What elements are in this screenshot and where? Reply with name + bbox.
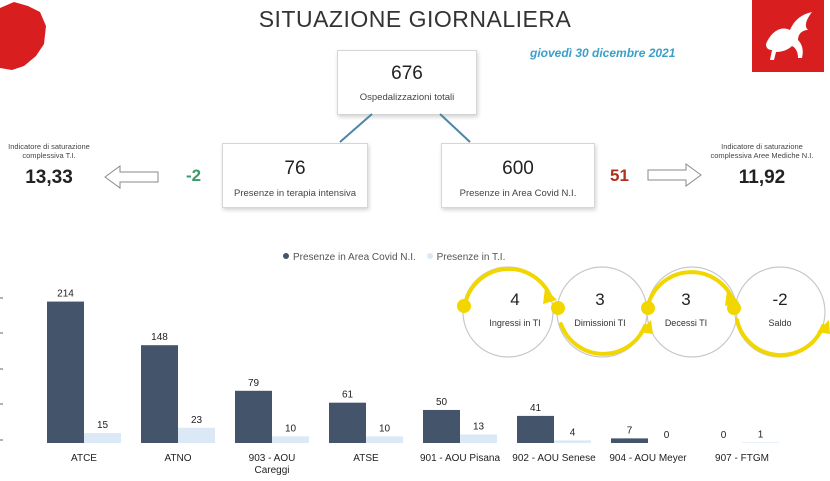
bar-covid-area [517,415,554,443]
category-label: 907 - FTGM [715,453,769,464]
bar-value-label: 41 [530,403,542,414]
bar-icu [272,436,309,443]
category-label: 903 - AOU [249,453,296,464]
category-label: ATCE [71,453,97,464]
arrow-right-icon [647,163,702,187]
bar-covid-area [329,402,366,443]
bar-value-label: 0 [721,430,727,441]
chart-legend: Presenze in Area Covid N.I. Presenze in … [283,252,505,263]
page-title: SITUAZIONE GIORNALIERA [258,6,572,32]
legend-dot-icon [283,253,289,259]
bar-value-label: 79 [248,378,260,389]
total-hospitalizations-value: 676 [391,63,423,84]
covid-area-label: Presenze in Area Covid N.I. [459,188,577,199]
bar-covid-area [235,390,272,443]
bar-icu [742,442,779,443]
covid-area-value: 600 [502,158,534,179]
flow-label-deaths: Decessi TI [664,318,708,328]
bar-value-label: 214 [57,289,74,300]
bar-icu [84,433,121,443]
icu-saturation-label-2: complessiva T.I. [22,151,76,160]
flow-label-balance: Saldo [768,318,792,328]
category-label: 904 - AOU Meyer [609,453,687,464]
bar-covid-area [611,438,648,443]
flow-value-discharges: 3 [595,290,605,309]
bar-value-label: 15 [97,420,109,431]
flow-label-admissions: Ingressi in TI [489,318,541,328]
region-logo [752,0,824,72]
medical-saturation-label-1: Indicatore di saturazione [721,142,803,151]
flow-value-balance: -2 [772,290,788,309]
report-date: giovedì 30 dicembre 2021 [530,46,676,60]
category-label: Careggi [254,465,289,476]
category-label: ATNO [164,453,191,464]
legend-dot-icon [426,253,433,259]
covid-area-delta: 51 [610,166,629,185]
pegasus-icon [766,12,812,60]
bar-value-label: 23 [191,415,203,426]
flow-label-discharges: Dimissioni TI [574,318,626,328]
legend-item-icu: Presenze in T.I. [426,252,506,263]
flow-arrows [463,266,825,358]
medical-saturation-label-2: complessiva Aree Mediche N.I. [710,151,814,160]
icu-flow-diagram [457,266,830,358]
bar-value-label: 4 [570,427,576,438]
icu-card: 76 Presenze in terapia intensiva [222,143,368,208]
flow-value-admissions: 4 [510,290,520,309]
bar-value-label: 10 [379,423,391,434]
bar-value-label: 1 [758,429,764,440]
bar-value-label: 50 [436,397,448,408]
bar-icu [460,434,497,443]
bar-icu [554,440,591,443]
bar-covid-area [141,345,178,443]
bar-value-label: 148 [151,332,168,343]
icu-label: Presenze in terapia intensiva [234,188,356,199]
bar-covid-area [423,409,460,443]
flow-dots [457,299,741,315]
bar-icu [366,436,403,443]
icu-delta: -2 [186,166,202,185]
bar-value-label: 7 [627,425,633,436]
flow-value-deaths: 3 [681,290,691,309]
icu-saturation-value: 13,33 [25,167,73,188]
icu-value: 76 [284,158,306,179]
icu-saturation-label-1: Indicatore di saturazione [8,142,90,151]
arrow-left-icon [104,165,159,189]
bar-value-label: 13 [473,421,485,432]
bar-icu [178,427,215,443]
bar-value-label: 0 [664,430,670,441]
tuscany-map-icon [0,2,46,70]
icu-saturation: Indicatore di saturazione complessiva T.… [0,142,98,189]
bar-covid-area [47,301,84,443]
category-label: 901 - AOU Pisana [420,453,500,464]
covid-area-card: 600 Presenze in Area Covid N.I. [441,143,595,208]
category-label: 902 - AOU Senese [512,453,596,464]
total-hospitalizations-label: Ospedalizzazioni totali [359,92,455,103]
legend-label-icu: Presenze in T.I. [436,252,506,263]
total-hospitalizations-card: 676 Ospedalizzazioni totali [337,50,477,115]
medical-saturation-value: 11,92 [738,167,786,188]
bar-value-label: 10 [285,423,297,434]
legend-item-covid-area: Presenze in Area Covid N.I. [283,252,416,263]
medical-saturation: Indicatore di saturazione complessiva Ar… [704,142,820,189]
bar-value-label: 61 [342,390,354,401]
category-label: ATSE [353,453,379,464]
legend-label-covid-area: Presenze in Area Covid N.I. [293,252,416,263]
